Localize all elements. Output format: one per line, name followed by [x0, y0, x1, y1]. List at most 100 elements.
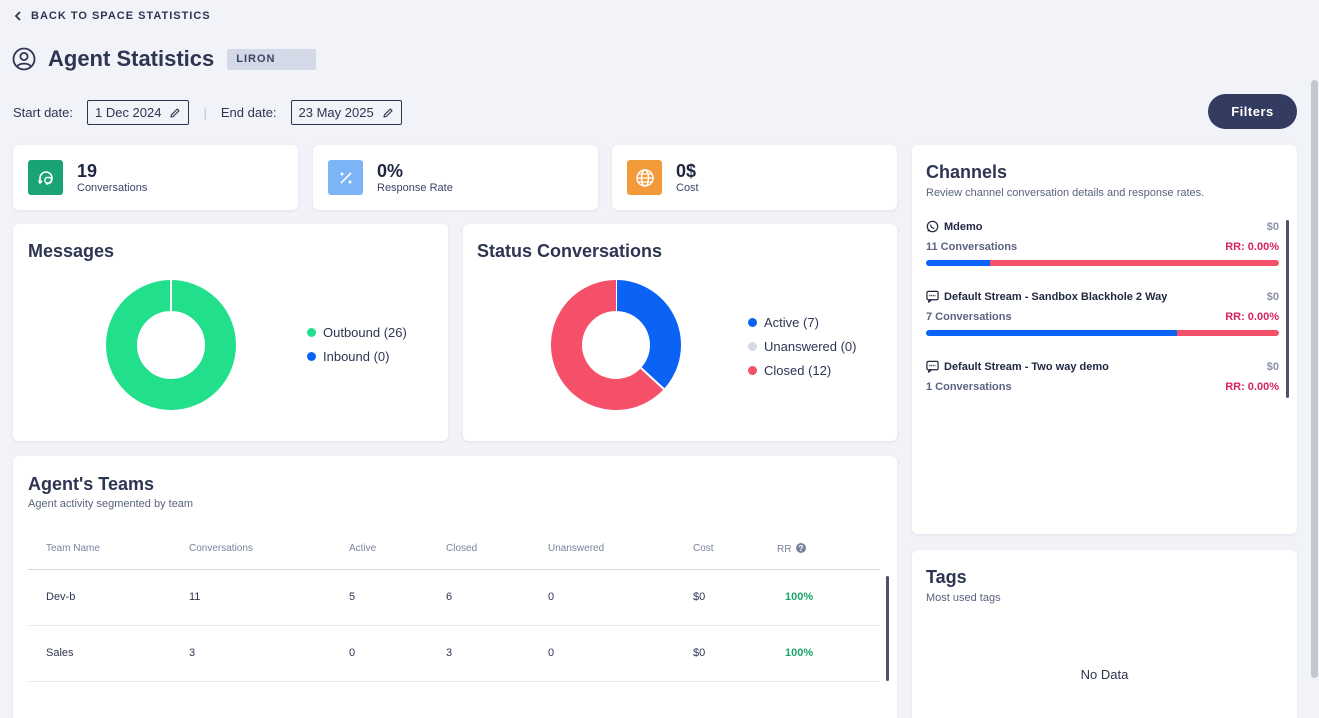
table-row[interactable]: Sales 3 0 3 0 $0 100%: [28, 625, 880, 682]
cell-closed: 6: [446, 569, 548, 626]
cell-unanswered: 0: [548, 625, 693, 682]
status-donut-chart: [551, 280, 681, 410]
back-label: BACK TO SPACE STATISTICS: [31, 10, 211, 22]
page-scrollbar-thumb[interactable]: [1311, 80, 1318, 678]
end-date-field[interactable]: 23 May 2025: [290, 100, 402, 125]
stat-icon-box: [28, 160, 63, 195]
bar-segment-closed: [1176, 330, 1279, 336]
start-date-label: Start date:: [13, 105, 73, 120]
channel-rr: RR: 0.00%: [1225, 381, 1279, 393]
user-circle-icon: [12, 47, 36, 71]
legend-label: Inbound (0): [323, 348, 390, 364]
cell-closed: 3: [446, 625, 548, 682]
teams-table-wrap[interactable]: Team Name Conversations Active Closed Un…: [28, 529, 880, 682]
tags-empty-state: No Data: [1080, 667, 1129, 682]
channel-rr: RR: 0.00%: [1225, 311, 1279, 323]
page-scrollbar[interactable]: [1309, 0, 1319, 718]
back-link[interactable]: BACK TO SPACE STATISTICS: [13, 10, 211, 22]
stat-icon-box: [328, 160, 363, 195]
start-date-value: 1 Dec 2024: [94, 105, 162, 120]
cell-team-name: Dev-b: [28, 569, 189, 626]
legend-dot: [307, 351, 316, 361]
cell-active: 0: [349, 625, 446, 682]
cell-rr: 100%: [777, 625, 880, 682]
channels-subtitle: Review channel conversation details and …: [926, 187, 1205, 199]
channel-item[interactable]: Default Stream - Sandbox Blackhole 2 Way…: [926, 290, 1279, 336]
channel-cost: $0: [1266, 220, 1279, 233]
legend-item-inbound: Inbound (0): [307, 344, 407, 368]
channel-conversations: 7 Conversations: [926, 311, 1012, 323]
col-rr[interactable]: RR ?: [777, 529, 880, 570]
messages-title: Messages: [28, 241, 115, 261]
col-closed[interactable]: Closed: [446, 529, 548, 570]
col-rr-label: RR: [777, 543, 792, 555]
cell-team-name: Sales: [28, 625, 189, 682]
legend-label: Closed (12): [764, 362, 832, 378]
channel-name: Mdemo: [944, 220, 983, 233]
legend-item-active: Active (7): [748, 310, 857, 334]
channel-item[interactable]: Mdemo $0 11 Conversations RR: 0.00%: [926, 220, 1279, 266]
page-header: Agent Statistics LIRON: [12, 46, 316, 72]
bar-segment-closed: [989, 260, 1279, 266]
cell-active: 5: [349, 569, 446, 626]
status-slice-separator: [640, 367, 665, 390]
stat-card-conversations: 19 Conversations: [13, 145, 298, 210]
col-cost[interactable]: Cost: [693, 529, 777, 570]
channel-name: Default Stream - Two way demo: [944, 360, 1109, 373]
date-range: Start date: 1 Dec 2024 | End date: 23 Ma…: [13, 100, 402, 125]
percent-icon: [339, 171, 352, 184]
channel-conversations: 11 Conversations: [926, 241, 1018, 253]
teams-table: Team Name Conversations Active Closed Un…: [28, 529, 880, 682]
pencil-icon: [383, 107, 393, 118]
tags-subtitle: Most used tags: [926, 592, 1001, 604]
stat-label: Cost: [676, 182, 699, 194]
channel-item[interactable]: Default Stream - Two way demo $0 1 Conve…: [926, 360, 1279, 394]
status-legend: Active (7) Unanswered (0) Closed (12): [748, 310, 857, 382]
start-date-field[interactable]: 1 Dec 2024: [86, 100, 190, 125]
col-team-name[interactable]: Team Name: [28, 529, 189, 570]
col-unanswered[interactable]: Unanswered: [548, 529, 693, 570]
svg-text:?: ?: [799, 544, 804, 553]
help-icon[interactable]: ?: [796, 542, 807, 553]
legend-label: Outbound (26): [323, 324, 407, 340]
cell-cost: $0: [693, 625, 777, 682]
cell-cost: $0: [693, 569, 777, 626]
channels-title: Channels: [926, 162, 1008, 182]
filters-button[interactable]: Filters: [1208, 94, 1297, 129]
cell-conversations: 3: [189, 625, 349, 682]
sms-icon: [926, 290, 939, 303]
col-conversations[interactable]: Conversations: [189, 529, 349, 570]
bar-segment-active: [926, 260, 990, 266]
status-slice-closed[interactable]: [551, 280, 664, 410]
pencil-icon: [170, 107, 181, 118]
cell-conversations: 11: [189, 569, 349, 626]
teams-scrollbar[interactable]: [886, 576, 889, 681]
messages-legend: Outbound (26) Inbound (0): [307, 320, 407, 368]
messages-card: Messages Outbound (26) Inbound (0): [13, 224, 448, 441]
teams-subtitle: Agent activity segmented by team: [28, 498, 194, 510]
bar-segment-active: [926, 330, 1177, 336]
page-title: Agent Statistics: [48, 46, 215, 71]
status-title: Status Conversations: [477, 241, 663, 261]
legend-dot: [748, 365, 757, 375]
legend-label: Unanswered (0): [764, 338, 857, 354]
agent-teams-card: Agent's Teams Agent activity segmented b…: [13, 456, 897, 718]
col-active[interactable]: Active: [349, 529, 446, 570]
legend-label: Active (7): [764, 314, 819, 330]
channel-progress-bar: [926, 260, 1279, 266]
agent-badge: LIRON: [227, 48, 316, 70]
legend-item-unanswered: Unanswered (0): [748, 334, 857, 358]
chevron-left-icon: [14, 11, 21, 21]
channel-cost: $0: [1266, 360, 1279, 373]
legend-dot: [748, 341, 757, 351]
channel-conversations: 1 Conversations: [926, 381, 1012, 393]
status-conversations-card: Status Conversations Active (7) Unanswer…: [463, 224, 897, 441]
cell-rr: 100%: [777, 569, 880, 626]
channels-card: Channels Review channel conversation det…: [912, 145, 1297, 534]
table-row[interactable]: Dev-b 11 5 6 0 $0 100%: [28, 569, 880, 626]
stat-card-cost: 0$ Cost: [612, 145, 897, 210]
stat-value: 19: [77, 161, 98, 181]
stat-icon-box: [627, 160, 662, 195]
status-slice-active[interactable]: [616, 280, 681, 390]
channels-scrollbar[interactable]: [1286, 220, 1289, 398]
